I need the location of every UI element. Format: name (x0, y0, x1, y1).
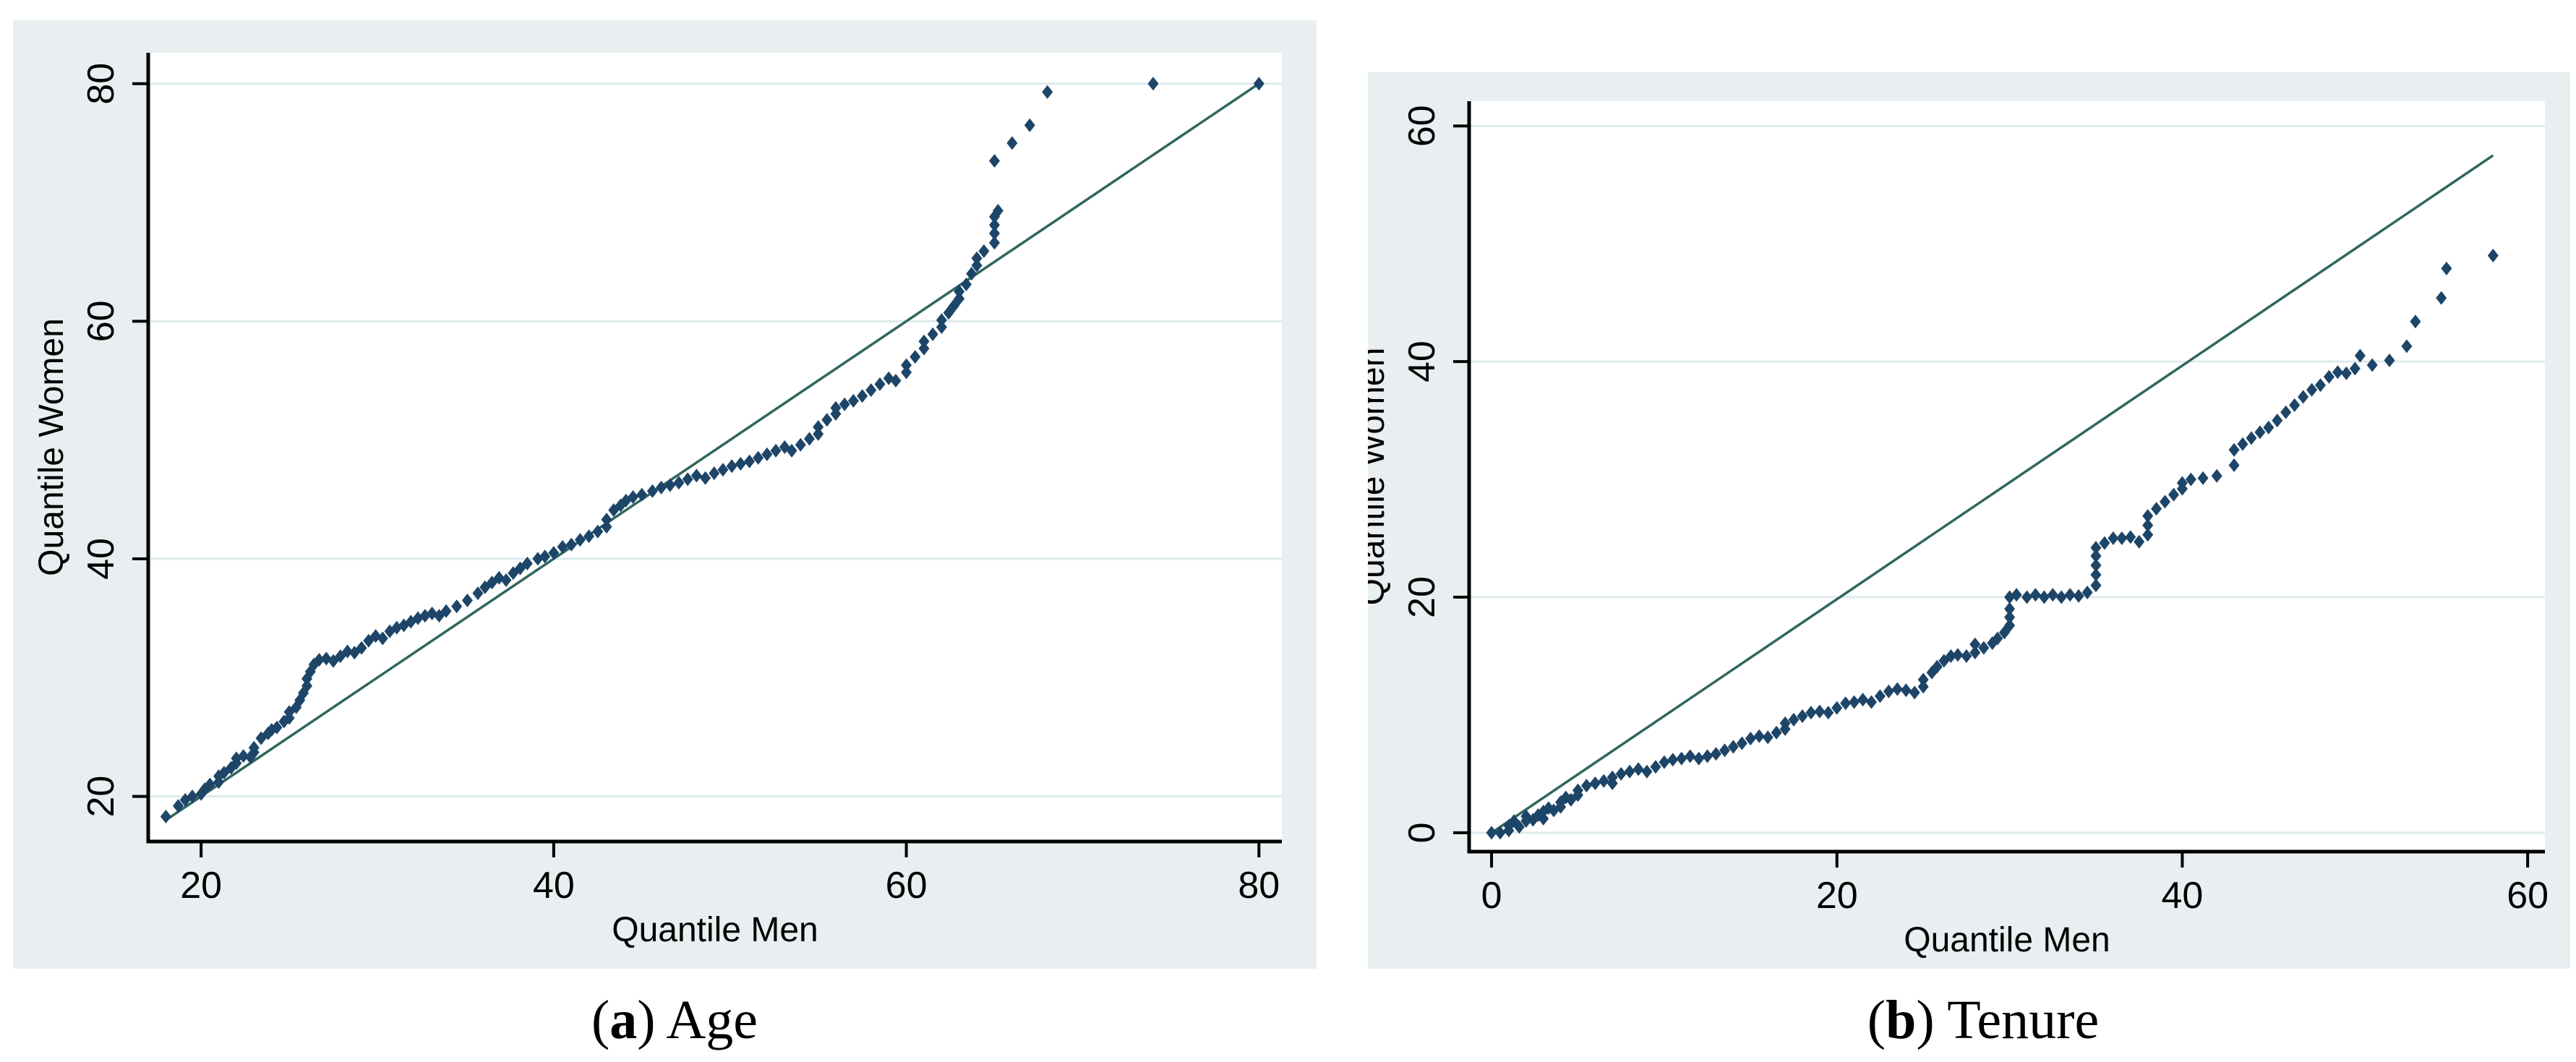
svg-text:60: 60 (1401, 105, 1443, 147)
tenure-qq-panel: 0 20 40 60 0 20 40 60 Quantile Men Quantile Women (1368, 72, 2570, 969)
svg-text:20: 20 (1816, 875, 1858, 917)
svg-text:60: 60 (886, 865, 928, 907)
caption-a: (a) Age (458, 989, 891, 1052)
caption-a-post: ) Age (637, 990, 758, 1050)
svg-text:20: 20 (180, 865, 222, 907)
svg-text:20: 20 (80, 776, 122, 818)
svg-text:80: 80 (1238, 865, 1280, 907)
svg-text:40: 40 (80, 538, 122, 580)
svg-text:Quantile Men: Quantile Men (612, 911, 818, 949)
svg-text:0: 0 (1401, 822, 1443, 843)
caption-b: (b) Tenure (1766, 989, 2200, 1052)
svg-text:80: 80 (80, 63, 122, 105)
svg-text:Quantile Men: Quantile Men (1904, 921, 2110, 959)
svg-text:60: 60 (2507, 875, 2549, 917)
svg-text:60: 60 (80, 300, 122, 342)
svg-text:Quantile Women: Quantile Women (1368, 348, 1392, 606)
caption-a-pre: ( (591, 990, 610, 1050)
caption-b-letter: b (1886, 990, 1917, 1050)
tenure-qq-chart: 0 20 40 60 0 20 40 60 Quantile Men Quantile Women (1368, 72, 2570, 969)
svg-text:0: 0 (1481, 875, 1502, 917)
svg-text:20: 20 (1401, 576, 1443, 618)
svg-text:40: 40 (533, 865, 575, 907)
caption-b-post: ) Tenure (1916, 990, 2100, 1050)
svg-text:40: 40 (1401, 341, 1443, 382)
age-qq-chart: 20 40 60 80 20 40 60 80 Quantile Men Quantile Wom… (13, 20, 1317, 969)
age-qq-panel: 20 40 60 80 20 40 60 80 Quantile Men Quantile Wom… (13, 20, 1317, 969)
svg-text:40: 40 (2162, 875, 2204, 917)
caption-a-letter: a (609, 990, 638, 1050)
svg-text:Quantile Women: Quantile Women (33, 318, 71, 576)
caption-b-pre: ( (1867, 990, 1886, 1050)
